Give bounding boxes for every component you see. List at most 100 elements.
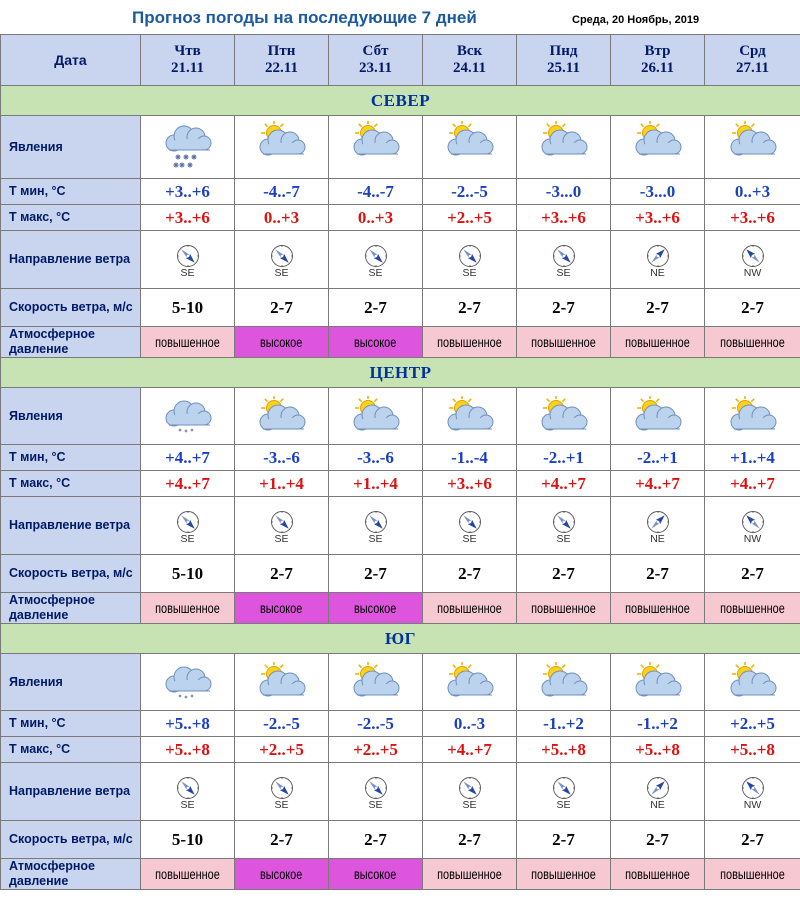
- sun-cloud-icon: [706, 396, 800, 436]
- day-name: Пнд: [549, 43, 578, 59]
- tmin-value: +4..+7: [140, 444, 235, 471]
- wind-rose-icon: [142, 244, 234, 268]
- wind-direction-label: SE: [462, 266, 477, 279]
- wind-rose-icon: [424, 510, 516, 534]
- tmax-value: +5..+8: [610, 736, 705, 763]
- wind-rose-icon: [518, 776, 610, 800]
- row-label-pressure: Атмосферное давление: [0, 858, 141, 890]
- wind-direction-cell: SE: [140, 230, 235, 289]
- sun-cloud-icon: [330, 121, 422, 173]
- tmin-value: -3..-6: [328, 444, 423, 471]
- wind-direction-cell: SE: [140, 762, 235, 821]
- weather-icon-cell: [704, 387, 800, 445]
- sun-cloud-icon: [706, 662, 800, 702]
- weather-icon-cell: [516, 653, 611, 711]
- day-name: Срд: [739, 43, 766, 59]
- tmax-value: +4..+7: [140, 470, 235, 497]
- day-name: Сбт: [362, 43, 389, 59]
- wind-direction-cell: SE: [234, 496, 329, 555]
- wind-rose-icon: [612, 244, 704, 268]
- wind-rose-icon: [330, 776, 422, 800]
- wind-direction-cell: NE: [610, 496, 705, 555]
- pressure-cell: высокое: [234, 326, 329, 358]
- wind-direction-label: SE: [180, 532, 195, 545]
- pressure-value: высокое: [260, 866, 303, 882]
- wind-rose-icon: [330, 510, 422, 534]
- weather-icon-cell: [140, 653, 235, 711]
- snow-cloud-icon: [142, 396, 234, 436]
- pressure-value: повышенное: [437, 334, 502, 350]
- wind-direction-label: SE: [462, 798, 477, 811]
- day-header: Срд 27.11: [704, 34, 800, 86]
- weather-icon-cell: [140, 115, 235, 179]
- wind-rose-icon: [612, 510, 704, 534]
- wind-direction-label: SE: [368, 798, 383, 811]
- wind-speed-value: 2-7: [516, 288, 611, 327]
- tmin-row: Т мин, °С +4..+7 -3..-6 -3..-6 -1..-4 -2..+1-…: [0, 444, 800, 471]
- wind-direction-cell: NE: [610, 230, 705, 289]
- pressure-value: повышенное: [155, 334, 220, 350]
- weather-icon-cell: [140, 387, 235, 445]
- pressure-cell: высокое: [328, 326, 423, 358]
- tmin-value: -3...0: [516, 178, 611, 205]
- sun-cloud-icon: [424, 662, 516, 702]
- tmin-value: -1..+2: [610, 710, 705, 737]
- wind-direction-cell: SE: [234, 230, 329, 289]
- tmin-value: 0..-3: [422, 710, 517, 737]
- wind-rose-icon: [706, 244, 800, 268]
- tmax-value: +5..+8: [516, 736, 611, 763]
- wind-speed-row: Скорость ветра, м/с 5-10 2-7 2-7 2-7 2-7 2-7 2-…: [0, 820, 800, 859]
- region-name: ЮГ: [0, 623, 800, 654]
- wind-rose-icon: [236, 244, 328, 268]
- day-date: 25.11: [547, 60, 580, 76]
- wind-direction-cell: NW: [704, 496, 800, 555]
- wind-rose-icon: [236, 510, 328, 534]
- pressure-value: повышенное: [155, 600, 220, 616]
- wind-direction-cell: SE: [140, 496, 235, 555]
- pressure-value: повышенное: [437, 600, 502, 616]
- wind-direction-cell: SE: [422, 230, 517, 289]
- weather-icon-cell: [516, 387, 611, 445]
- wind-direction-label: SE: [556, 532, 571, 545]
- tmax-value: +5..+8: [140, 736, 235, 763]
- date-header-row: Дата Чтв 21.11 Птн 22.11 Сбт 23.11 Вск 24.11…: [0, 34, 800, 86]
- tmax-value: +3..+6: [610, 204, 705, 231]
- weather-icon-cell: [610, 115, 705, 179]
- forecast-table: Дата Чтв 21.11 Птн 22.11 Сбт 23.11 Вск 24.11…: [0, 34, 800, 890]
- wind-direction-cell: NE: [610, 762, 705, 821]
- tmax-value: +2..+5: [422, 204, 517, 231]
- sun-cloud-icon: [236, 396, 328, 436]
- day-name: Вск: [456, 43, 483, 59]
- pressure-value: высокое: [354, 600, 397, 616]
- wind-direction-label: SE: [556, 798, 571, 811]
- day-header: Втр 26.11: [610, 34, 705, 86]
- weather-icon-cell: [422, 653, 517, 711]
- wind-direction-label: SE: [274, 532, 289, 545]
- region-header-row: ЦЕНТР: [0, 357, 800, 388]
- wind-direction-label: SE: [180, 266, 195, 279]
- wind-rose-icon: [706, 510, 800, 534]
- tmin-value: 0..+3: [704, 178, 800, 205]
- wind-rose-icon: [142, 776, 234, 800]
- phenomena-row: Явления: [0, 653, 800, 711]
- tmax-value: +2..+5: [234, 736, 329, 763]
- pressure-value: повышенное: [531, 334, 596, 350]
- wind-direction-cell: SE: [422, 762, 517, 821]
- row-label-tmax: Т макс, °С: [0, 204, 141, 231]
- weather-icon-cell: [422, 115, 517, 179]
- row-label-phenomena: Явления: [0, 387, 141, 445]
- wind-direction-row: Направление ветра SE SE SE SE SE NE NW: [0, 230, 800, 289]
- weather-icon-cell: [704, 115, 800, 179]
- wind-direction-label: NE: [650, 266, 665, 279]
- row-label-wind-speed: Скорость ветра, м/с: [0, 288, 141, 327]
- wind-direction-row: Направление ветра SE SE SE SE SE NE NW: [0, 496, 800, 555]
- wind-rose-icon: [424, 776, 516, 800]
- wind-speed-row: Скорость ветра, м/с 5-10 2-7 2-7 2-7 2-7 2-7 2-…: [0, 554, 800, 593]
- pressure-value: высокое: [260, 334, 303, 350]
- day-name: Птн: [267, 43, 296, 59]
- wind-speed-value: 2-7: [234, 554, 329, 593]
- sun-cloud-icon: [424, 396, 516, 436]
- wind-direction-label: NE: [650, 798, 665, 811]
- pressure-value: повышенное: [625, 866, 690, 882]
- pressure-cell: повышенное: [704, 326, 800, 358]
